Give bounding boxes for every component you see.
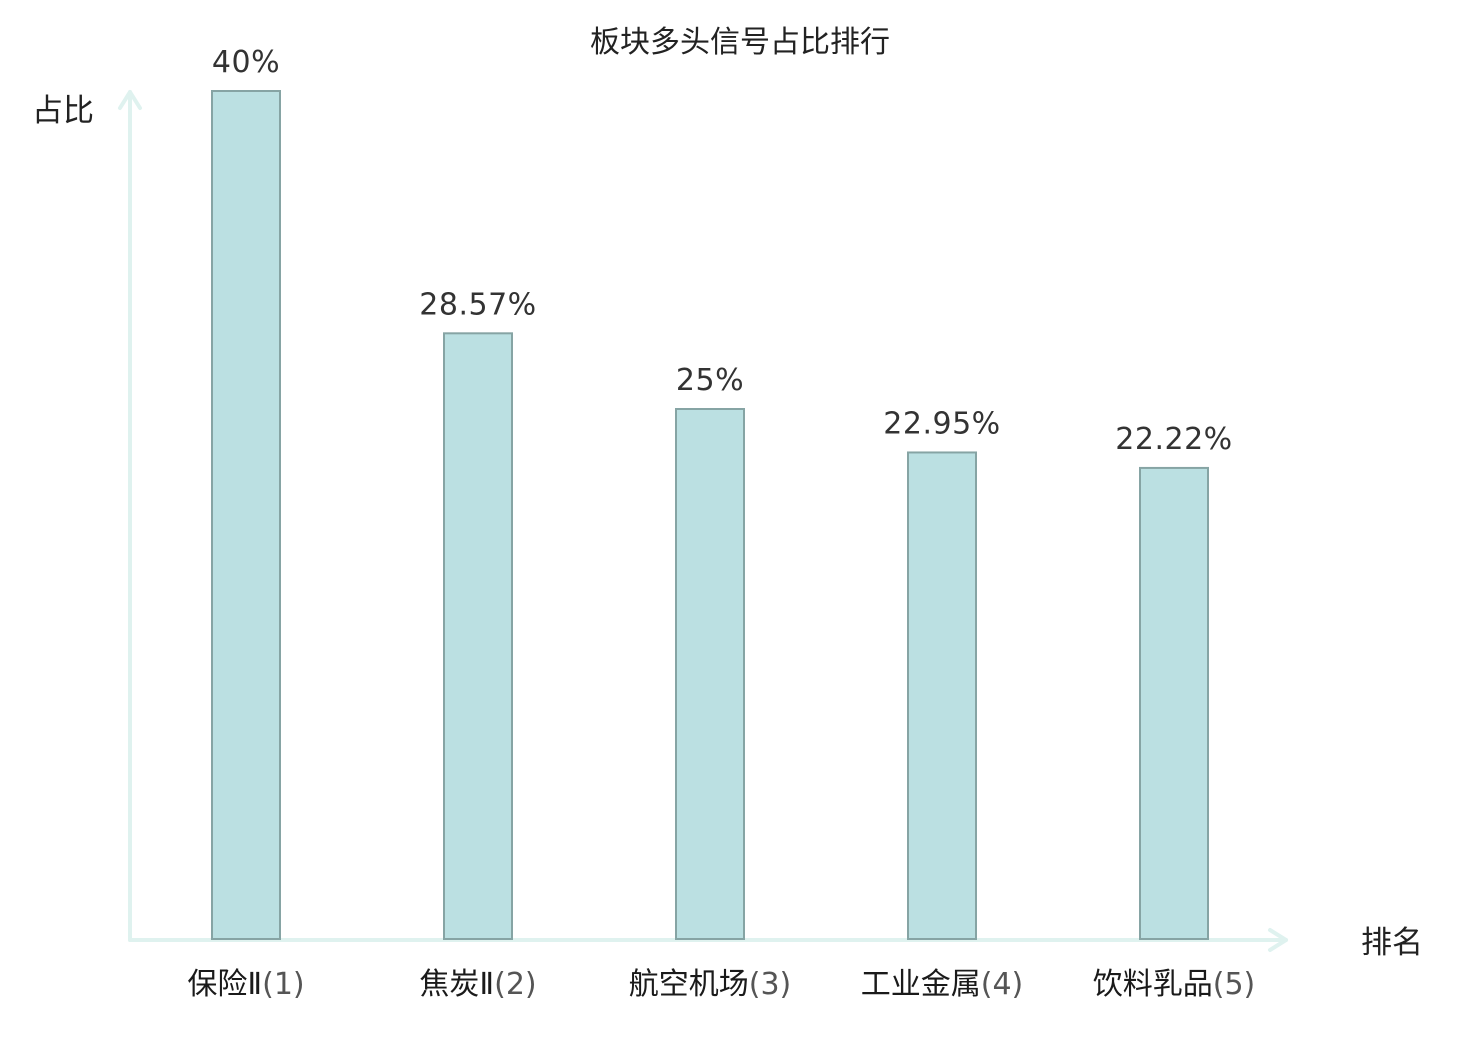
bar-4 xyxy=(907,451,977,940)
category-rank: (1) xyxy=(262,967,305,1002)
bars xyxy=(211,90,1209,941)
chart-title: 板块多头信号占比排行 xyxy=(590,25,890,60)
value-label-5: 22.22% xyxy=(1115,422,1232,457)
category-rank: (4) xyxy=(981,967,1024,1002)
bar-1 xyxy=(211,90,281,940)
value-label-4: 22.95% xyxy=(883,406,1000,441)
x-axis-label: 排名 xyxy=(1361,925,1423,961)
value-label-3: 25% xyxy=(676,363,744,398)
category-name: 航空机场 xyxy=(629,967,749,1002)
category-label-1: 保险Ⅱ(1) xyxy=(187,967,304,1002)
y-axis-label: 占比 xyxy=(32,93,94,129)
value-labels: 40% 28.57% 25% 22.95% 22.22% xyxy=(212,45,1232,457)
category-rank: (3) xyxy=(749,967,792,1002)
bar-2 xyxy=(443,332,513,941)
category-labels: 保险Ⅱ(1) 焦炭Ⅱ(2) 航空机场(3) 工业金属(4) 饮料乳品(5) xyxy=(187,967,1255,1002)
value-label-1: 40% xyxy=(212,45,280,80)
y-axis-arrow xyxy=(118,90,142,110)
bar-3 xyxy=(675,408,745,940)
category-name: 工业金属 xyxy=(861,967,981,1002)
category-rank: (5) xyxy=(1213,967,1256,1002)
x-axis-arrow xyxy=(1268,928,1288,952)
category-name: 保险Ⅱ xyxy=(187,967,262,1002)
category-name: 饮料乳品 xyxy=(1093,967,1213,1002)
bar-5 xyxy=(1139,466,1209,940)
category-label-5: 饮料乳品(5) xyxy=(1093,967,1256,1002)
category-label-4: 工业金属(4) xyxy=(861,967,1024,1002)
category-label-2: 焦炭Ⅱ(2) xyxy=(419,967,536,1002)
category-name: 焦炭Ⅱ xyxy=(419,967,494,1002)
category-label-3: 航空机场(3) xyxy=(629,967,792,1002)
category-rank: (2) xyxy=(494,967,537,1002)
value-label-2: 28.57% xyxy=(419,287,536,322)
